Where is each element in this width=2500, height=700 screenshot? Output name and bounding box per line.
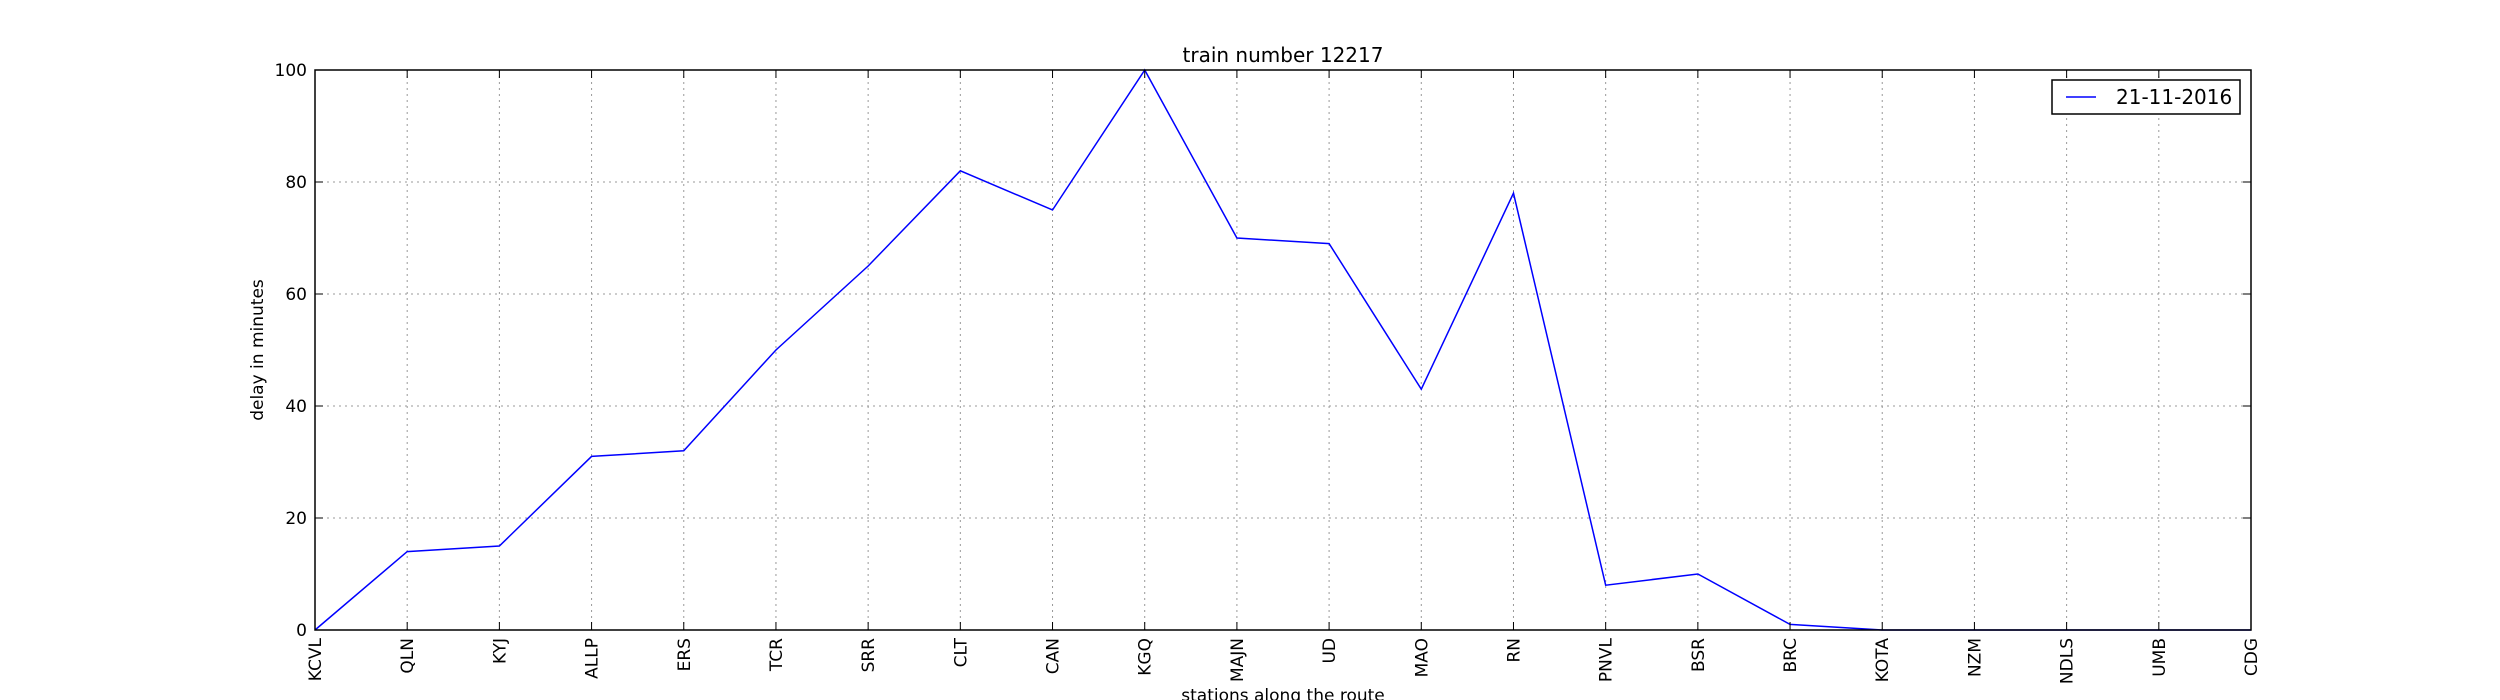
chart-title: train number 12217 — [1183, 43, 1384, 67]
x-tick-label: KOTA — [1873, 638, 1893, 683]
y-tick-label: 100 — [275, 61, 307, 81]
x-axis-ticks: KCVL QLN KYJ ALLP ERS TCR SRR CLT CAN KGQ MAJN UD MA… — [306, 70, 2262, 684]
series-line — [314, 68, 2251, 631]
x-tick-label: UMB — [2150, 638, 2170, 677]
x-tick-label: RN — [1504, 638, 1524, 663]
x-axis-title: stations along the route — [1181, 686, 1385, 700]
x-tick-label: NZM — [1965, 638, 1985, 677]
grid-lines — [314, 69, 2252, 631]
series-layer — [314, 68, 2251, 631]
legend: 21-11-2016 — [2051, 79, 2241, 115]
y-tick-label: 20 — [285, 509, 307, 529]
x-tick-label: MAJN — [1228, 638, 1248, 682]
y-tick-label: 80 — [285, 173, 307, 193]
x-tick-label: MAO — [1412, 638, 1432, 677]
x-tick-label: SRR — [859, 638, 879, 673]
y-tick-label: 0 — [296, 621, 307, 641]
x-tick-label: UD — [1320, 638, 1340, 664]
x-tick-label: KYJ — [490, 638, 510, 664]
x-tick-label: CDG — [2242, 638, 2262, 676]
x-tick-label: KGQ — [1136, 638, 1156, 676]
x-tick-label: NDLS — [2058, 638, 2078, 684]
plot-frame — [314, 69, 2252, 631]
x-tick-label: BRC — [1781, 638, 1801, 673]
x-tick-label: KCVL — [306, 637, 326, 681]
x-tick-label: TCR — [767, 638, 787, 672]
x-tick-label: BSR — [1689, 638, 1709, 672]
x-tick-label: CLT — [951, 637, 971, 667]
y-tick-label: 60 — [285, 285, 307, 305]
x-tick-label: ERS — [675, 638, 695, 671]
y-tick-label: 40 — [285, 397, 307, 417]
x-tick-label: QLN — [398, 638, 418, 674]
x-tick-label: CAN — [1044, 638, 1064, 674]
x-tick-label: PNVL — [1597, 637, 1617, 682]
x-tick-label: ALLP — [583, 638, 603, 679]
y-axis-title: delay in minutes — [248, 279, 268, 421]
y-axis-ticks: 0 20 40 60 80 100 — [275, 61, 2251, 641]
legend-label: 21-11-2016 — [2116, 85, 2232, 109]
